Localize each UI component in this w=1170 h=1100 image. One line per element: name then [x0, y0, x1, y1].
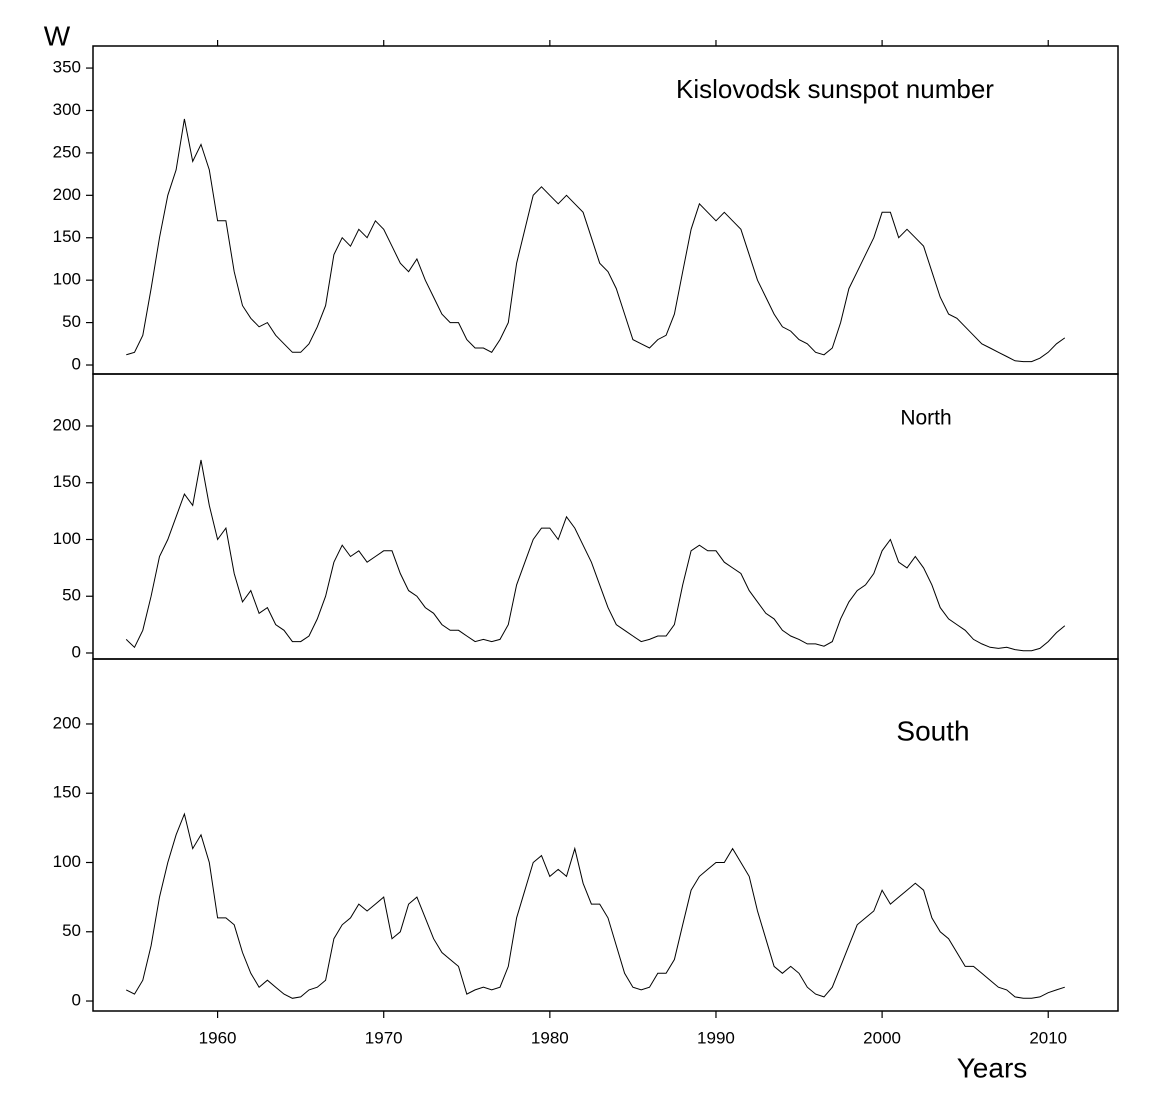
panel-title: South — [896, 715, 969, 746]
data-line — [125, 812, 1065, 999]
y-tick-label: 50 — [62, 586, 81, 605]
x-tick-label: 2010 — [1029, 1028, 1067, 1047]
y-tick-label: 0 — [72, 642, 81, 661]
x-tick-label: 1990 — [697, 1028, 735, 1047]
y-tick-label: 250 — [53, 142, 81, 161]
y-tick-label: 300 — [53, 100, 81, 119]
y-tick-label: 100 — [53, 270, 81, 289]
y-tick-label: 150 — [53, 227, 81, 246]
panel-frame — [92, 373, 1119, 660]
y-tick-label: 50 — [62, 312, 81, 331]
panel-title: Kislovodsk sunspot number — [676, 74, 994, 104]
y-tick-label: 200 — [53, 185, 81, 204]
y-tick-label: 0 — [72, 991, 81, 1010]
y-tick-label: 150 — [53, 472, 81, 491]
data-line — [126, 118, 1066, 363]
x-tick-label: 1960 — [199, 1028, 237, 1047]
y-tick-label: 0 — [72, 354, 81, 373]
y-tick-label: 100 — [53, 852, 81, 871]
y-tick-label: 150 — [53, 783, 81, 802]
y-tick-label: 200 — [53, 713, 81, 732]
panel-title: North — [900, 407, 951, 430]
x-tick-label: 2000 — [863, 1028, 901, 1047]
panel-frame — [92, 658, 1119, 1012]
data-line — [125, 459, 1066, 652]
y-tick-label: 200 — [53, 415, 81, 434]
x-axis-label: Years — [957, 1052, 1028, 1083]
y-tick-label: 50 — [62, 921, 81, 940]
y-tick-label: 350 — [53, 58, 81, 77]
y-axis-label: W — [44, 20, 71, 51]
y-tick-label: 100 — [53, 529, 81, 548]
x-tick-label: 1970 — [365, 1028, 403, 1047]
x-tick-label: 1980 — [531, 1028, 569, 1047]
